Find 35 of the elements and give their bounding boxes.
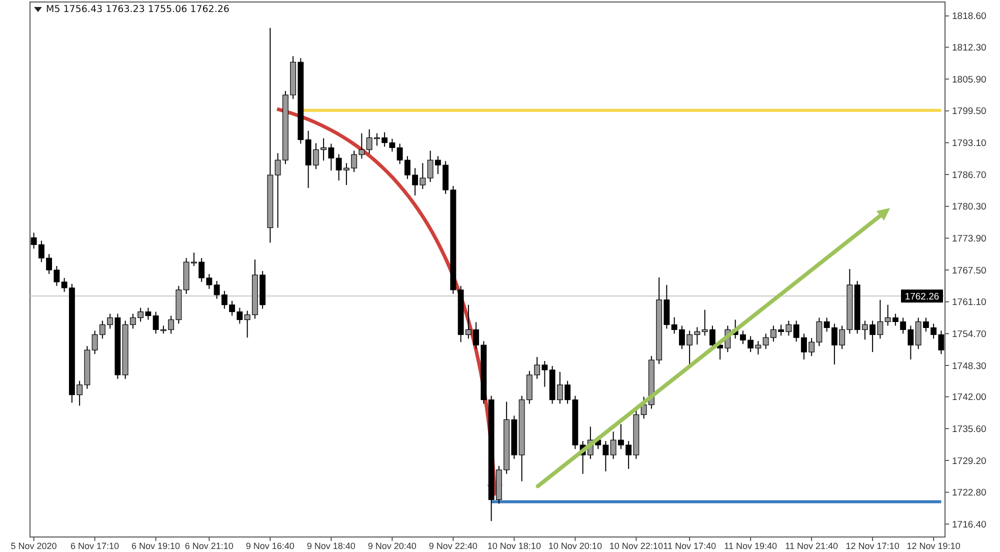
y-tick-label: 1773.90	[952, 234, 986, 244]
ref-line-label: 1762.26	[904, 291, 940, 302]
x-tick-label: 5 Nov 2020	[10, 541, 57, 551]
x-tick-label: 10 Nov 22:10	[609, 541, 663, 551]
y-tick-label: 1818.60	[952, 11, 986, 22]
x-tick-label: 11 Nov 21:40	[785, 541, 838, 551]
x-tick-label: 6 Nov 19:10	[132, 541, 180, 551]
y-tick-label: 1754.70	[952, 328, 986, 340]
y-tick-label: 1748.30	[952, 360, 986, 372]
x-tick-label: 11 Nov 17:40	[663, 541, 716, 551]
y-tick-label: 1786.70	[952, 170, 986, 181]
x-tick-label: 9 Nov 20:40	[368, 541, 416, 551]
y-tick-label: 1767.50	[952, 265, 986, 276]
x-tick-label: 6 Nov 21:10	[184, 541, 234, 551]
x-tick-label: 12 Nov 17:10	[846, 541, 900, 551]
y-tick-label: 1716.40	[952, 519, 986, 530]
chart-title: M5 1756.43 1763.23 1755.06 1762.26	[46, 4, 230, 15]
x-tick-label: 10 Nov 20:10	[548, 541, 602, 551]
x-tick-label: 6 Nov 17:10	[70, 541, 120, 551]
x-tick-label: 12 Nov 19:10	[906, 541, 960, 551]
y-tick-label: 1799.50	[952, 106, 986, 118]
x-tick-label: 10 Nov 18:10	[487, 541, 541, 551]
y-tick-label: 1812.30	[952, 42, 986, 54]
y-tick-label: 1722.80	[952, 488, 986, 499]
y-tick-label: 1729.20	[952, 456, 986, 467]
y-tick-label: 1735.60	[952, 424, 986, 435]
y-tick-label: 1793.10	[952, 138, 986, 150]
y-tick-label: 1780.30	[952, 202, 986, 213]
x-tick-label: 9 Nov 18:40	[306, 541, 356, 551]
x-tick-label: 9 Nov 16:40	[246, 541, 294, 551]
x-tick-label: 11 Nov 19:40	[724, 541, 777, 551]
y-tick-label: 1761.10	[952, 297, 986, 308]
y-tick-label: 1742.00	[952, 392, 986, 404]
y-tick-label: 1805.90	[952, 74, 986, 86]
x-tick-label: 9 Nov 22:40	[428, 541, 478, 551]
